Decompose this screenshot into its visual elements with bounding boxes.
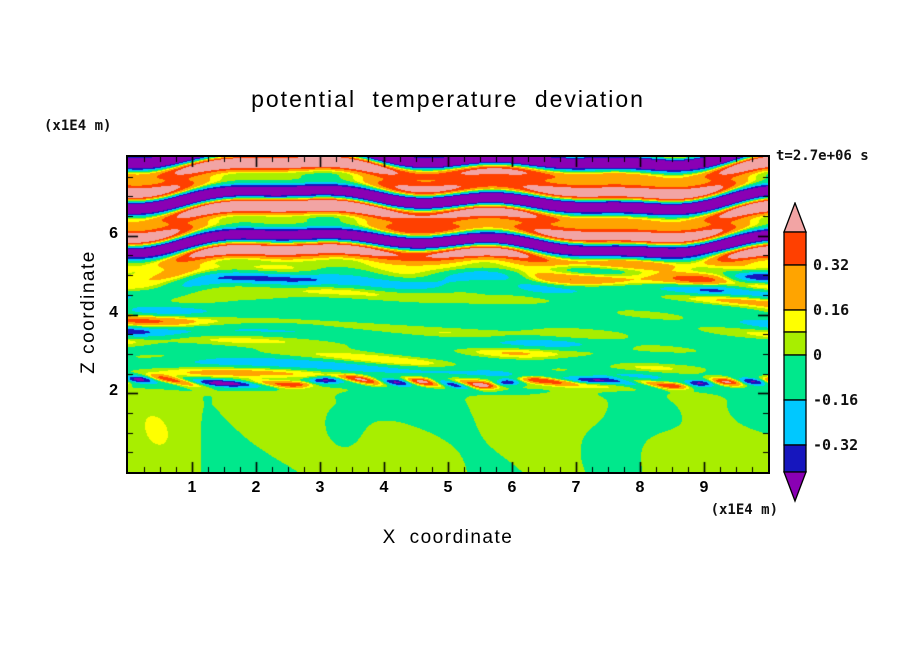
- x-tick-label: 7: [571, 479, 581, 496]
- x-tick-label: 4: [379, 479, 389, 496]
- colorbar-label: 0: [813, 346, 823, 364]
- colorbar-segment: [783, 354, 807, 401]
- colorbar-segment: [783, 202, 807, 233]
- colorbar-label: -0.16: [813, 391, 859, 409]
- colorbar-segment: [783, 309, 807, 333]
- colorbar-label: 0.16: [813, 301, 850, 319]
- x-tick-label: 5: [443, 479, 453, 496]
- colorbar-segment: [783, 231, 807, 266]
- contour-field: [126, 155, 770, 474]
- colorbar-segment: [783, 399, 807, 446]
- z-axis-unit: (x1E4 m): [44, 118, 112, 134]
- x-tick-label: 6: [507, 479, 517, 496]
- colorbar-label: -0.32: [813, 436, 859, 454]
- colorbar-segment: [783, 331, 807, 356]
- x-tick-label: 3: [315, 479, 325, 496]
- x-tick-label: 8: [635, 479, 645, 496]
- z-tick-label: 4: [109, 303, 118, 321]
- x-tick-label: 1: [187, 479, 197, 496]
- colorbar-label: 0.32: [813, 256, 850, 274]
- colorbar-segment: [783, 444, 807, 473]
- z-tick-label: 2: [109, 382, 118, 400]
- x-tick-label: 9: [699, 479, 709, 496]
- time-label: t=2.7e+06 s: [776, 148, 869, 164]
- colorbar-segment: [783, 264, 807, 311]
- chart-title: potential temperature deviation: [251, 86, 645, 112]
- x-axis-label: X coordinate: [382, 527, 514, 548]
- x-axis-unit: (x1E4 m): [710, 502, 778, 518]
- colorbar-svg: [783, 202, 807, 503]
- x-tick-label: 2: [251, 479, 261, 496]
- colorbar-segment: [783, 471, 807, 503]
- colorbar: 0.32 0.16 0 -0.16 -0.32: [783, 202, 873, 512]
- z-tick-label: 6: [109, 224, 118, 242]
